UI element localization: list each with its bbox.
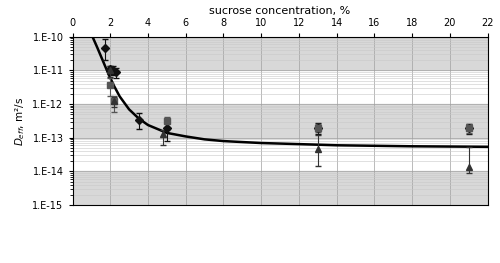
X-axis label: sucrose concentration, %: sucrose concentration, %	[210, 6, 350, 16]
Bar	[72, 104, 488, 138]
Bar	[72, 37, 488, 70]
Bar	[72, 171, 488, 205]
Y-axis label: $D_{eff}$, m²/s: $D_{eff}$, m²/s	[13, 96, 27, 146]
